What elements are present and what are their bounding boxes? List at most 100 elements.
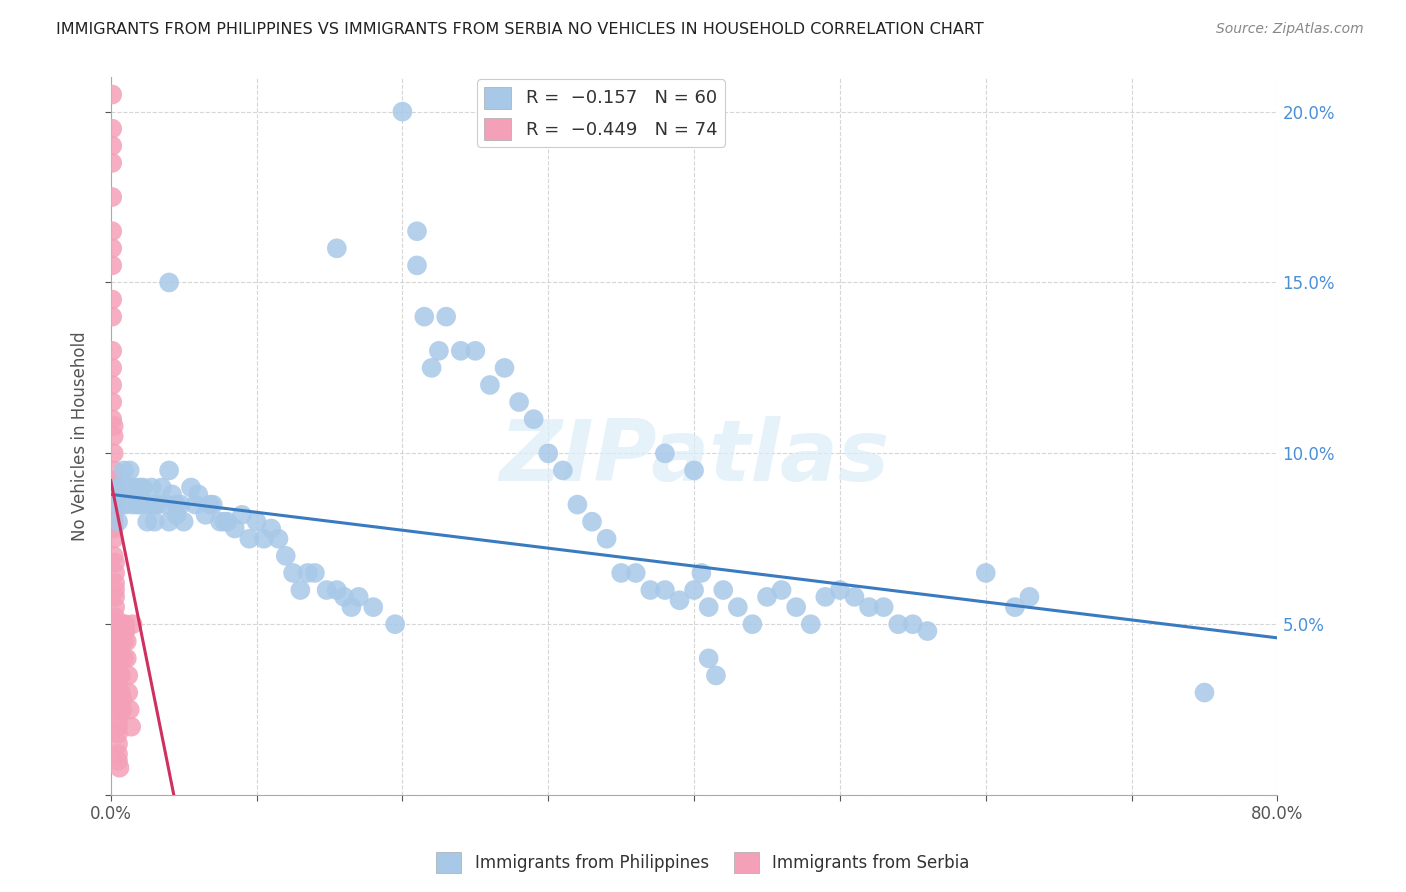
Point xyxy=(704,668,727,682)
Point xyxy=(1194,685,1216,699)
Point xyxy=(107,703,129,717)
Point xyxy=(340,600,363,615)
Point xyxy=(901,617,924,632)
Point xyxy=(194,508,217,522)
Point xyxy=(420,360,443,375)
Point xyxy=(129,498,152,512)
Point xyxy=(111,481,134,495)
Point xyxy=(104,582,127,597)
Point xyxy=(104,590,127,604)
Point xyxy=(640,582,662,597)
Point xyxy=(741,617,763,632)
Point xyxy=(101,190,124,204)
Point xyxy=(173,515,195,529)
Point xyxy=(103,532,125,546)
Point xyxy=(231,508,253,522)
Point xyxy=(114,617,136,632)
Point xyxy=(785,600,807,615)
Point xyxy=(103,549,125,563)
Point xyxy=(108,668,131,682)
Point xyxy=(105,668,128,682)
Point xyxy=(858,600,880,615)
Point xyxy=(110,617,132,632)
Point xyxy=(112,634,135,648)
Point xyxy=(107,515,129,529)
Point xyxy=(567,498,589,512)
Point xyxy=(1018,590,1040,604)
Point xyxy=(101,412,124,426)
Point xyxy=(434,310,457,324)
Point xyxy=(844,590,866,604)
Point xyxy=(260,522,283,536)
Point xyxy=(114,498,136,512)
Point xyxy=(103,515,125,529)
Point xyxy=(115,651,138,665)
Point xyxy=(887,617,910,632)
Point xyxy=(101,293,124,307)
Point xyxy=(103,419,125,434)
Text: Source: ZipAtlas.com: Source: ZipAtlas.com xyxy=(1216,22,1364,37)
Point xyxy=(107,713,129,727)
Point xyxy=(610,566,633,580)
Point xyxy=(160,487,183,501)
Point xyxy=(103,498,125,512)
Point xyxy=(101,343,124,358)
Point xyxy=(523,412,546,426)
Point xyxy=(595,532,617,546)
Legend: Immigrants from Philippines, Immigrants from Serbia: Immigrants from Philippines, Immigrants … xyxy=(430,846,976,880)
Point xyxy=(104,624,127,638)
Point xyxy=(581,515,603,529)
Point xyxy=(141,481,163,495)
Point xyxy=(107,481,129,495)
Point xyxy=(121,481,143,495)
Point xyxy=(111,692,134,706)
Point xyxy=(180,481,202,495)
Point xyxy=(103,446,125,460)
Point xyxy=(347,590,370,604)
Point xyxy=(108,703,131,717)
Point xyxy=(101,310,124,324)
Point xyxy=(478,378,501,392)
Point xyxy=(391,104,413,119)
Point xyxy=(974,566,997,580)
Point xyxy=(107,720,129,734)
Point xyxy=(800,617,823,632)
Point xyxy=(361,600,384,615)
Point xyxy=(104,576,127,591)
Point xyxy=(756,590,779,604)
Point xyxy=(170,498,193,512)
Point xyxy=(121,498,143,512)
Point xyxy=(136,515,159,529)
Point xyxy=(683,463,706,477)
Point xyxy=(105,634,128,648)
Text: IMMIGRANTS FROM PHILIPPINES VS IMMIGRANTS FROM SERBIA NO VEHICLES IN HOUSEHOLD C: IMMIGRANTS FROM PHILIPPINES VS IMMIGRANT… xyxy=(56,22,984,37)
Point xyxy=(187,487,209,501)
Point xyxy=(114,481,136,495)
Point xyxy=(114,624,136,638)
Point xyxy=(103,522,125,536)
Point xyxy=(683,582,706,597)
Point xyxy=(551,463,574,477)
Point xyxy=(120,720,142,734)
Point xyxy=(304,566,326,580)
Point xyxy=(828,582,851,597)
Point xyxy=(165,508,187,522)
Point xyxy=(112,463,135,477)
Point xyxy=(111,617,134,632)
Point xyxy=(103,481,125,495)
Point xyxy=(253,532,276,546)
Point xyxy=(315,582,337,597)
Point xyxy=(101,87,124,102)
Point xyxy=(297,566,319,580)
Point xyxy=(101,121,124,136)
Point xyxy=(711,582,734,597)
Point xyxy=(150,481,173,495)
Point xyxy=(107,747,129,761)
Point xyxy=(267,532,290,546)
Point xyxy=(624,566,647,580)
Point xyxy=(413,310,436,324)
Point xyxy=(101,156,124,170)
Point xyxy=(104,556,127,570)
Point xyxy=(654,582,676,597)
Legend: R =  −0.157   N = 60, R =  −0.449   N = 74: R = −0.157 N = 60, R = −0.449 N = 74 xyxy=(477,79,724,147)
